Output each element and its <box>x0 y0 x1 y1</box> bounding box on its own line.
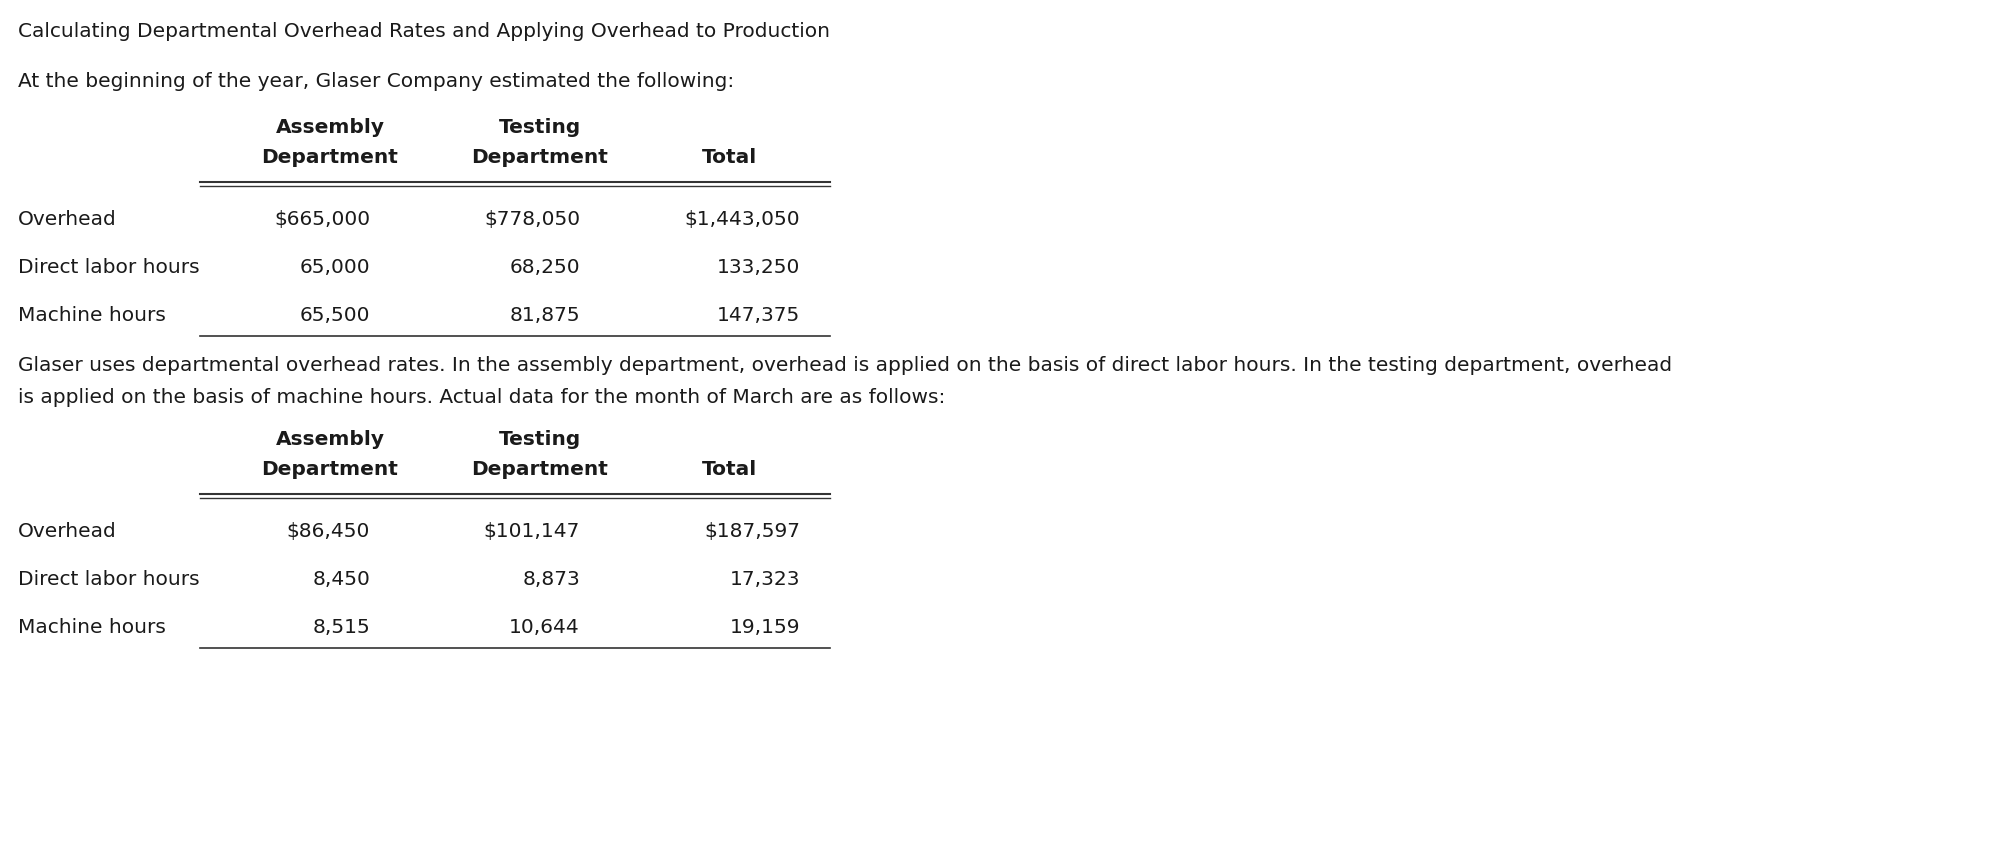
Text: 17,323: 17,323 <box>729 570 800 589</box>
Text: 10,644: 10,644 <box>510 618 580 637</box>
Text: Testing: Testing <box>499 118 582 137</box>
Text: At the beginning of the year, Glaser Company estimated the following:: At the beginning of the year, Glaser Com… <box>18 72 735 91</box>
Text: 81,875: 81,875 <box>510 306 580 325</box>
Text: Overhead: Overhead <box>18 522 117 541</box>
Text: 8,873: 8,873 <box>522 570 580 589</box>
Text: $1,443,050: $1,443,050 <box>685 210 800 229</box>
Text: 8,450: 8,450 <box>312 570 371 589</box>
Text: 133,250: 133,250 <box>717 258 800 277</box>
Text: $86,450: $86,450 <box>286 522 371 541</box>
Text: 65,000: 65,000 <box>300 258 371 277</box>
Text: Department: Department <box>471 148 608 167</box>
Text: Department: Department <box>262 148 399 167</box>
Text: $778,050: $778,050 <box>483 210 580 229</box>
Text: 8,515: 8,515 <box>312 618 371 637</box>
Text: Department: Department <box>471 460 608 479</box>
Text: 19,159: 19,159 <box>729 618 800 637</box>
Text: Direct labor hours: Direct labor hours <box>18 258 199 277</box>
Text: 68,250: 68,250 <box>510 258 580 277</box>
Text: Testing: Testing <box>499 430 582 449</box>
Text: is applied on the basis of machine hours. Actual data for the month of March are: is applied on the basis of machine hours… <box>18 388 945 407</box>
Text: Total: Total <box>703 148 757 167</box>
Text: $665,000: $665,000 <box>274 210 371 229</box>
Text: Direct labor hours: Direct labor hours <box>18 570 199 589</box>
Text: Department: Department <box>262 460 399 479</box>
Text: $101,147: $101,147 <box>483 522 580 541</box>
Text: $187,597: $187,597 <box>705 522 800 541</box>
Text: Assembly: Assembly <box>276 118 385 137</box>
Text: Overhead: Overhead <box>18 210 117 229</box>
Text: Assembly: Assembly <box>276 430 385 449</box>
Text: 147,375: 147,375 <box>717 306 800 325</box>
Text: Machine hours: Machine hours <box>18 618 165 637</box>
Text: Glaser uses departmental overhead rates. In the assembly department, overhead is: Glaser uses departmental overhead rates.… <box>18 356 1672 375</box>
Text: Total: Total <box>703 460 757 479</box>
Text: Machine hours: Machine hours <box>18 306 165 325</box>
Text: 65,500: 65,500 <box>300 306 371 325</box>
Text: Calculating Departmental Overhead Rates and Applying Overhead to Production: Calculating Departmental Overhead Rates … <box>18 22 830 41</box>
